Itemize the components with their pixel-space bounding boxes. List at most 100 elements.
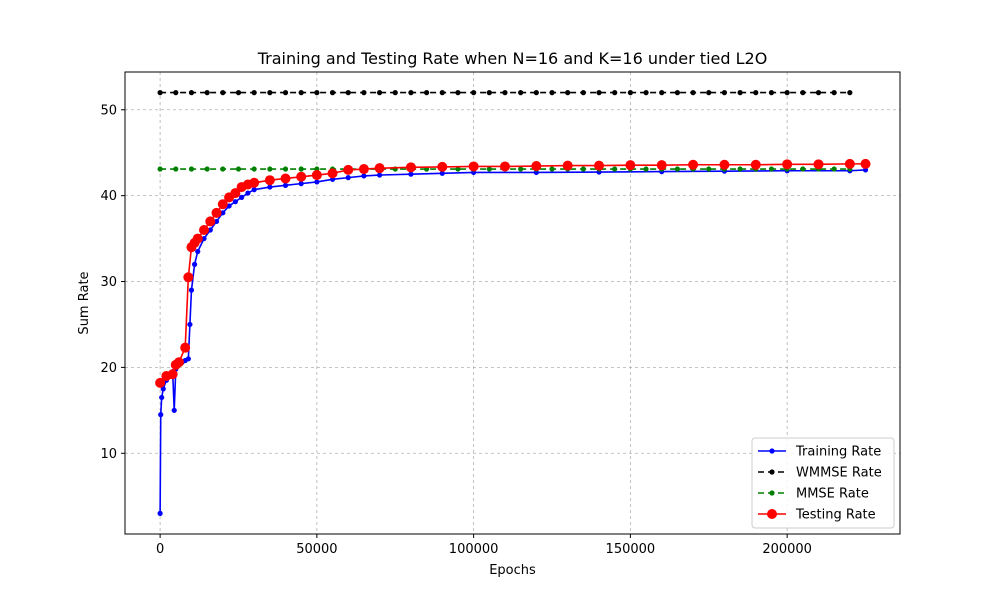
data-point-training-rate bbox=[298, 181, 304, 187]
data-point-wmmse-rate bbox=[502, 90, 508, 96]
data-point-wmmse-rate bbox=[188, 90, 195, 96]
data-point-testing-rate bbox=[183, 272, 194, 283]
data-point-testing-rate bbox=[205, 216, 216, 227]
data-point-training-rate bbox=[282, 182, 289, 188]
data-point-training-rate bbox=[160, 386, 166, 392]
data-point-testing-rate bbox=[562, 160, 573, 171]
data-point-wmmse-rate bbox=[376, 90, 383, 96]
data-point-testing-rate bbox=[594, 160, 605, 171]
data-point-testing-rate bbox=[296, 171, 307, 182]
data-point-mmse-rate bbox=[173, 166, 179, 172]
data-point-mmse-rate bbox=[455, 166, 461, 172]
data-point-training-rate bbox=[245, 190, 251, 196]
data-point-training-rate bbox=[439, 170, 445, 176]
data-point-testing-rate bbox=[167, 369, 178, 380]
data-point-testing-rate bbox=[192, 233, 203, 244]
data-point-mmse-rate bbox=[549, 166, 555, 172]
legend-label: Training Rate bbox=[795, 445, 881, 460]
data-point-wmmse-rate bbox=[282, 90, 289, 96]
data-point-wmmse-rate bbox=[423, 90, 430, 96]
data-point-mmse-rate bbox=[674, 166, 681, 172]
y-tick-label: 10 bbox=[100, 447, 117, 462]
data-point-wmmse-rate bbox=[267, 90, 273, 96]
data-point-testing-rate bbox=[155, 377, 166, 388]
data-point-testing-rate bbox=[327, 168, 338, 179]
data-point-testing-rate bbox=[719, 159, 730, 170]
legend-item-training-rate: Training Rate bbox=[758, 445, 881, 460]
data-point-wmmse-rate bbox=[784, 90, 790, 96]
data-point-mmse-rate bbox=[643, 166, 649, 172]
data-point-wmmse-rate bbox=[314, 90, 320, 96]
data-point-testing-rate bbox=[405, 162, 416, 173]
data-point-wmmse-rate bbox=[753, 90, 759, 96]
data-point-testing-rate bbox=[173, 357, 184, 368]
data-point-wmmse-rate bbox=[674, 90, 681, 96]
data-point-training-rate bbox=[191, 261, 198, 267]
legend-item-mmse-rate: MMSE Rate bbox=[758, 487, 869, 502]
data-point-testing-rate bbox=[531, 161, 542, 172]
data-point-mmse-rate bbox=[706, 166, 712, 172]
data-point-testing-rate bbox=[217, 199, 228, 210]
legend-marker bbox=[769, 469, 775, 475]
data-point-wmmse-rate bbox=[345, 90, 351, 96]
data-point-testing-rate bbox=[280, 173, 291, 184]
data-point-training-rate bbox=[158, 412, 164, 418]
x-tick-label: 200000 bbox=[762, 542, 812, 557]
data-point-wmmse-rate bbox=[455, 90, 461, 96]
data-point-wmmse-rate bbox=[831, 90, 837, 96]
data-point-testing-rate bbox=[782, 159, 793, 170]
data-point-mmse-rate bbox=[768, 166, 775, 172]
data-point-testing-rate bbox=[358, 164, 369, 175]
data-point-mmse-rate bbox=[204, 166, 210, 172]
data-point-mmse-rate bbox=[737, 166, 743, 172]
data-point-wmmse-rate bbox=[580, 90, 586, 96]
data-point-mmse-rate bbox=[235, 166, 242, 172]
data-point-mmse-rate bbox=[157, 166, 163, 172]
data-point-wmmse-rate bbox=[768, 90, 775, 96]
data-point-wmmse-rate bbox=[533, 90, 539, 96]
axes: 0 50000 100000 150000 200000 10 20 30 40 50 bbox=[100, 103, 812, 557]
data-point-mmse-rate bbox=[188, 166, 195, 172]
data-point-testing-rate bbox=[374, 163, 385, 174]
data-point-training-rate bbox=[171, 407, 177, 413]
data-point-mmse-rate bbox=[580, 166, 586, 172]
y-tick-label: 30 bbox=[100, 275, 117, 290]
data-point-training-rate bbox=[232, 199, 238, 205]
data-point-wmmse-rate bbox=[329, 90, 336, 96]
y-tick-label: 50 bbox=[100, 103, 117, 118]
y-tick-label: 20 bbox=[100, 361, 117, 376]
data-point-training-rate bbox=[185, 356, 191, 362]
data-point-training-rate bbox=[361, 173, 367, 179]
data-point-wmmse-rate bbox=[737, 90, 743, 96]
plot-frame bbox=[124, 71, 901, 535]
data-point-testing-rate bbox=[230, 188, 241, 199]
data-point-testing-rate bbox=[199, 225, 210, 236]
series-testing-rate bbox=[155, 158, 871, 388]
data-point-testing-rate bbox=[311, 170, 322, 181]
y-tick-label: 40 bbox=[100, 189, 117, 204]
data-point-wmmse-rate bbox=[220, 90, 226, 96]
data-point-wmmse-rate bbox=[392, 90, 398, 96]
data-point-wmmse-rate bbox=[251, 90, 257, 96]
data-point-testing-rate bbox=[437, 161, 448, 172]
data-point-wmmse-rate bbox=[659, 90, 665, 96]
data-point-mmse-rate bbox=[267, 166, 273, 172]
data-point-training-rate bbox=[187, 321, 193, 328]
data-point-training-rate bbox=[159, 394, 165, 401]
x-tick-label: 100000 bbox=[449, 542, 499, 557]
data-point-wmmse-rate bbox=[549, 90, 555, 96]
legend-marker bbox=[767, 509, 777, 519]
data-point-wmmse-rate bbox=[235, 90, 242, 96]
x-tick-label: 150000 bbox=[606, 542, 656, 557]
data-point-training-rate bbox=[267, 184, 273, 190]
data-point-wmmse-rate bbox=[706, 90, 712, 96]
data-point-wmmse-rate bbox=[612, 90, 618, 96]
data-point-mmse-rate bbox=[831, 166, 837, 172]
data-point-wmmse-rate bbox=[298, 90, 304, 96]
data-point-training-rate bbox=[201, 235, 207, 242]
data-point-testing-rate bbox=[844, 158, 855, 169]
data-point-wmmse-rate bbox=[721, 90, 728, 96]
data-point-training-rate bbox=[207, 227, 213, 233]
